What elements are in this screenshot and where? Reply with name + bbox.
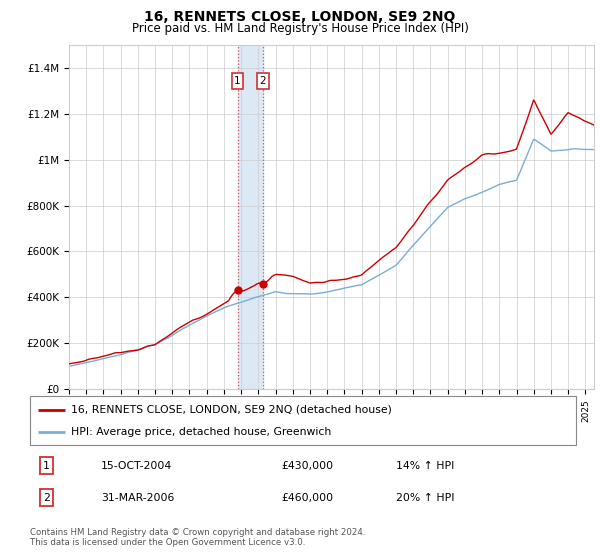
FancyBboxPatch shape — [30, 396, 576, 445]
Text: Price paid vs. HM Land Registry's House Price Index (HPI): Price paid vs. HM Land Registry's House … — [131, 22, 469, 35]
Text: 1: 1 — [43, 460, 50, 470]
Text: 2: 2 — [43, 493, 50, 502]
Text: £430,000: £430,000 — [281, 460, 333, 470]
Text: £460,000: £460,000 — [281, 493, 333, 502]
Text: 16, RENNETS CLOSE, LONDON, SE9 2NQ: 16, RENNETS CLOSE, LONDON, SE9 2NQ — [145, 10, 455, 24]
Text: 14% ↑ HPI: 14% ↑ HPI — [396, 460, 454, 470]
Text: Contains HM Land Registry data © Crown copyright and database right 2024.
This d: Contains HM Land Registry data © Crown c… — [30, 528, 365, 547]
Text: 16, RENNETS CLOSE, LONDON, SE9 2NQ (detached house): 16, RENNETS CLOSE, LONDON, SE9 2NQ (deta… — [71, 405, 392, 415]
Text: 1: 1 — [234, 76, 241, 86]
Text: 20% ↑ HPI: 20% ↑ HPI — [396, 493, 454, 502]
Text: 2: 2 — [259, 76, 266, 86]
Text: HPI: Average price, detached house, Greenwich: HPI: Average price, detached house, Gree… — [71, 427, 331, 437]
Text: 31-MAR-2006: 31-MAR-2006 — [101, 493, 175, 502]
Bar — [238, 45, 263, 389]
Text: 15-OCT-2004: 15-OCT-2004 — [101, 460, 172, 470]
